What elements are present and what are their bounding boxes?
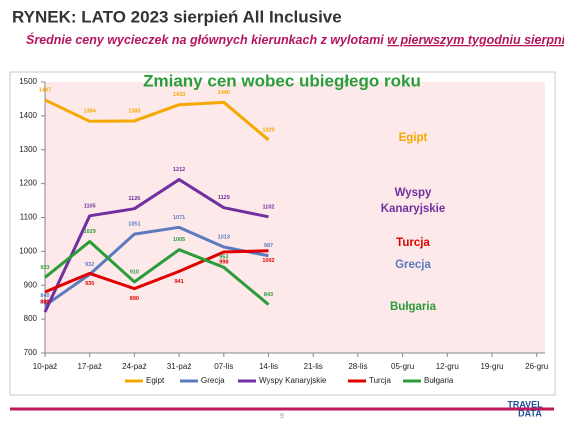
value-label: 1051 bbox=[128, 222, 140, 228]
y-tick-label: 1000 bbox=[19, 246, 37, 255]
slide-title: RYNEK: LATO 2023 sierpień All Inclusive bbox=[12, 7, 342, 26]
y-tick-label: 1400 bbox=[19, 111, 37, 120]
slide-subtitle: Średnie ceny wycieczek na głównych kieru… bbox=[26, 32, 564, 47]
value-label: 1384 bbox=[84, 109, 97, 115]
y-tick-label: 1200 bbox=[19, 179, 37, 188]
y-tick-label: 900 bbox=[24, 280, 38, 289]
value-label: 1385 bbox=[128, 108, 140, 114]
subtitle-text: Średnie ceny wycieczek na głównych kieru… bbox=[26, 32, 387, 47]
value-label: 840 bbox=[40, 293, 49, 299]
series-line bbox=[44, 225, 269, 307]
series-line bbox=[43, 178, 269, 313]
x-tick-label: 31-paź bbox=[167, 362, 191, 371]
x-tick-label: 19-gru bbox=[480, 362, 503, 371]
value-label: 1447 bbox=[39, 87, 51, 93]
value-label: 1005 bbox=[173, 237, 185, 243]
y-tick-label: 700 bbox=[24, 348, 38, 357]
y-tick-label: 1500 bbox=[19, 77, 37, 86]
legend-label: Grecja bbox=[201, 376, 225, 385]
y-tick-label: 1100 bbox=[20, 213, 38, 222]
series-line bbox=[44, 240, 270, 306]
value-label: 941 bbox=[175, 279, 184, 285]
value-label: 1126 bbox=[128, 196, 140, 202]
x-tick-label: 26-gru bbox=[525, 362, 548, 371]
value-label: 935 bbox=[85, 281, 94, 287]
value-label: 1071 bbox=[173, 215, 185, 221]
value-label: 953 bbox=[219, 255, 228, 261]
annotation: Egipt bbox=[399, 132, 428, 144]
value-label: 880 bbox=[40, 299, 49, 305]
page-number: 9 bbox=[280, 413, 284, 420]
value-label: 932 bbox=[85, 262, 94, 268]
value-label: 1013 bbox=[218, 234, 230, 240]
x-tick-label: 28-lis bbox=[348, 362, 367, 371]
x-tick-label: 10-paź bbox=[33, 362, 57, 371]
y-tick-label: 1300 bbox=[19, 145, 37, 154]
value-label: 890 bbox=[130, 296, 139, 302]
y-tick-label: 800 bbox=[24, 314, 38, 323]
annotation: Kanaryjskie bbox=[381, 203, 446, 215]
annotation: Turcja bbox=[396, 237, 430, 249]
legend-label: Wyspy Kanaryjskie bbox=[259, 376, 327, 385]
legend-label: Bułgaria bbox=[424, 376, 454, 385]
value-label: 1029 bbox=[84, 229, 96, 235]
annotation: Wyspy bbox=[395, 187, 432, 199]
value-label: 821 bbox=[40, 299, 49, 305]
x-tick-label: 05-gru bbox=[391, 362, 414, 371]
value-label: 910 bbox=[130, 269, 139, 275]
legend-label: Egipt bbox=[146, 376, 165, 385]
value-label: 987 bbox=[264, 243, 273, 249]
value-label: 1440 bbox=[218, 90, 230, 96]
value-label: 923 bbox=[40, 265, 49, 271]
value-label: 998 bbox=[219, 260, 228, 266]
plot-area bbox=[45, 82, 545, 353]
value-label: 1002 bbox=[262, 258, 274, 264]
value-label: 1102 bbox=[263, 204, 275, 210]
logo-bottom: DATA bbox=[518, 408, 542, 418]
x-tick-label: 07-lis bbox=[214, 362, 233, 371]
annotation: Bułgaria bbox=[390, 301, 437, 313]
logo-top: TRAVEL bbox=[507, 399, 543, 409]
x-tick-label: 14-lis bbox=[259, 362, 278, 371]
x-tick-label: 17-paź bbox=[77, 362, 101, 371]
x-tick-label: 24-paź bbox=[122, 362, 146, 371]
chart-title: Zmiany cen wobec ubiegłego roku bbox=[143, 71, 421, 90]
x-tick-label: 12-gru bbox=[436, 362, 459, 371]
value-label: 1329 bbox=[262, 127, 274, 133]
value-label: 843 bbox=[264, 292, 273, 298]
series-line bbox=[44, 98, 270, 142]
annotation: Grecja bbox=[395, 259, 431, 271]
subtitle-underlined: w pierwszym tygodniu sierpnia bbox=[387, 33, 564, 47]
value-label: 1105 bbox=[84, 203, 96, 209]
value-label: 1212 bbox=[173, 167, 185, 173]
value-label: 1129 bbox=[218, 195, 230, 201]
x-tick-label: 21-lis bbox=[304, 362, 323, 371]
legend-label: Turcja bbox=[369, 376, 391, 385]
value-label: 1433 bbox=[173, 92, 185, 98]
series-line bbox=[44, 249, 269, 294]
